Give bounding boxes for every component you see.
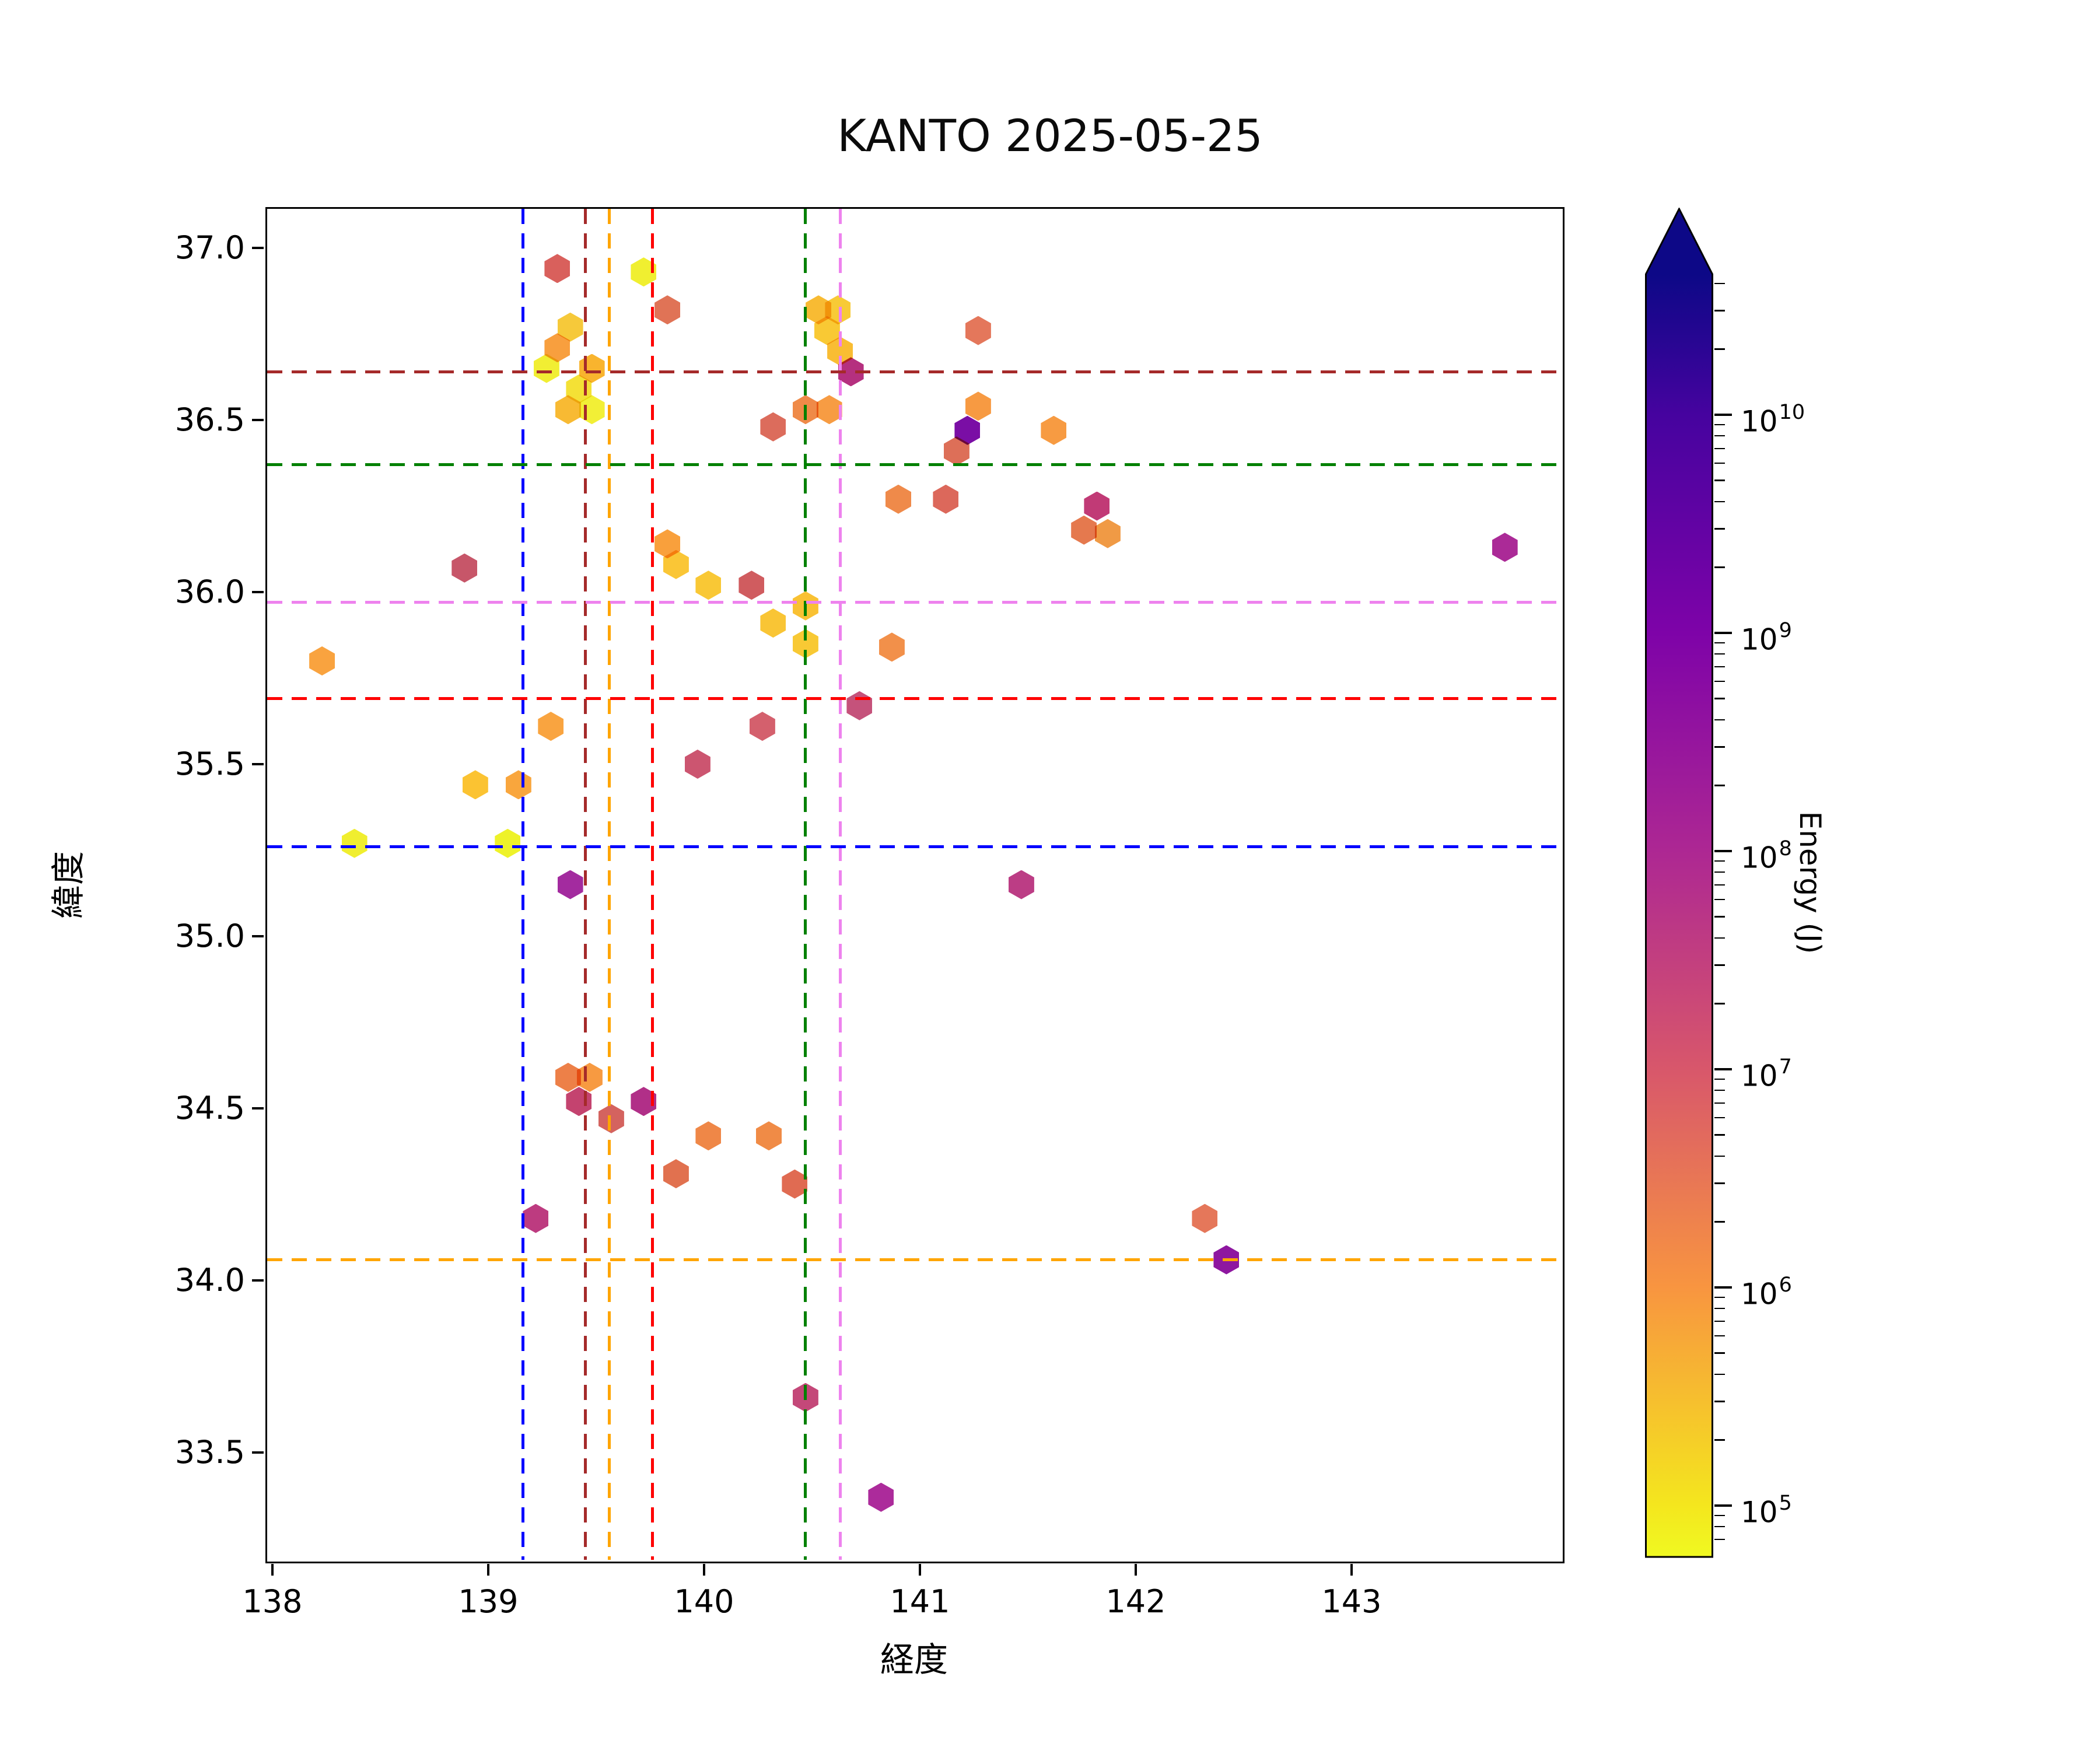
colorbar-minor-tick <box>1714 964 1725 966</box>
x-axis-tick-label: 141 <box>890 1583 950 1620</box>
colorbar-tick-label: 105 <box>1741 1492 1792 1530</box>
y-axis-tick-label: 36.0 <box>174 573 245 610</box>
colorbar-label: Energy (J) <box>1793 811 1827 954</box>
colorbar-minor-tick <box>1714 653 1725 655</box>
colorbar-minor-tick <box>1714 680 1725 682</box>
colorbar <box>1645 208 1713 1558</box>
colorbar-minor-tick <box>1714 1320 1725 1322</box>
colorbar-minor-tick <box>1714 1439 1725 1441</box>
x-axis-tick-label: 140 <box>674 1583 734 1620</box>
colorbar-tick-label: 109 <box>1741 619 1792 657</box>
plot-area <box>265 207 1564 1563</box>
colorbar-minor-tick <box>1714 1102 1725 1104</box>
colorbar-major-tick <box>1714 414 1732 416</box>
x-axis-tick <box>1135 1564 1137 1576</box>
colorbar-minor-tick <box>1714 1182 1725 1184</box>
colorbar-minor-tick <box>1714 1373 1725 1376</box>
colorbar-minor-tick <box>1714 642 1725 644</box>
colorbar-minor-tick <box>1714 1307 1725 1310</box>
colorbar-minor-tick <box>1714 785 1725 786</box>
colorbar-minor-tick <box>1714 310 1725 312</box>
colorbar-minor-tick <box>1714 480 1725 481</box>
colorbar-minor-tick <box>1714 501 1725 503</box>
colorbar-minor-tick <box>1714 528 1725 530</box>
y-axis-tick <box>252 763 264 765</box>
colorbar-tick-label: 107 <box>1741 1055 1792 1093</box>
colorbar-minor-tick <box>1714 698 1725 699</box>
x-axis-tick <box>1350 1564 1353 1576</box>
y-axis-tick-label: 35.0 <box>174 918 245 954</box>
y-axis-tick <box>252 1279 264 1282</box>
colorbar-minor-tick <box>1714 916 1725 918</box>
x-axis-tick-label: 139 <box>458 1583 519 1620</box>
colorbar-minor-tick <box>1714 898 1725 901</box>
colorbar-minor-tick <box>1714 1335 1725 1337</box>
y-axis-tick <box>252 247 264 249</box>
colorbar-minor-tick <box>1714 282 1725 285</box>
y-axis-tick <box>252 935 264 937</box>
colorbar-minor-tick <box>1714 1116 1725 1119</box>
x-axis-tick <box>271 1564 274 1576</box>
colorbar-tick-label: 106 <box>1741 1273 1792 1311</box>
x-axis-tick <box>703 1564 705 1576</box>
colorbar-minor-tick <box>1714 937 1725 939</box>
colorbar-minor-tick <box>1714 666 1725 668</box>
colorbar-major-tick <box>1714 632 1732 634</box>
colorbar-minor-tick <box>1714 1514 1725 1517</box>
colorbar-minor-tick <box>1714 746 1725 748</box>
colorbar-minor-tick <box>1714 447 1725 450</box>
colorbar-minor-tick <box>1714 1296 1725 1298</box>
colorbar-minor-tick <box>1714 719 1725 721</box>
y-axis-tick <box>252 1451 264 1454</box>
colorbar-minor-tick <box>1714 348 1725 350</box>
colorbar-bar <box>1645 208 1713 1558</box>
y-axis-tick-label: 37.0 <box>174 229 245 266</box>
colorbar-minor-tick <box>1714 1538 1725 1541</box>
colorbar-minor-tick <box>1714 1089 1725 1091</box>
colorbar-minor-tick <box>1714 860 1725 862</box>
x-axis-label: 経度 <box>880 1640 948 1679</box>
y-axis-tick <box>252 419 264 421</box>
y-axis-tick-label: 36.5 <box>174 401 245 438</box>
colorbar-minor-tick <box>1714 1221 1725 1223</box>
x-axis-tick-label: 138 <box>242 1583 303 1620</box>
x-axis-tick-label: 142 <box>1105 1583 1166 1620</box>
colorbar-minor-tick <box>1714 566 1725 568</box>
y-axis-tick-label: 34.0 <box>174 1262 245 1298</box>
colorbar-minor-tick <box>1714 462 1725 464</box>
colorbar-minor-tick <box>1714 1003 1725 1005</box>
y-axis-tick-label: 35.5 <box>174 746 245 782</box>
x-axis-tick-label: 143 <box>1321 1583 1382 1620</box>
colorbar-major-tick <box>1714 1286 1732 1289</box>
y-axis-tick-label: 33.5 <box>174 1434 245 1471</box>
colorbar-minor-tick <box>1714 1134 1725 1136</box>
colorbar-minor-tick <box>1714 435 1725 437</box>
x-axis-tick <box>919 1564 921 1576</box>
y-axis-tick-label: 34.5 <box>174 1090 245 1126</box>
colorbar-major-tick <box>1714 1504 1732 1507</box>
colorbar-minor-tick <box>1714 884 1725 886</box>
colorbar-major-tick <box>1714 1068 1732 1070</box>
x-axis-tick <box>487 1564 489 1576</box>
colorbar-minor-tick <box>1714 1078 1725 1080</box>
colorbar-minor-tick <box>1714 1155 1725 1157</box>
colorbar-minor-tick <box>1714 871 1725 873</box>
colorbar-major-tick <box>1714 850 1732 852</box>
colorbar-minor-tick <box>1714 1525 1725 1528</box>
colorbar-minor-tick <box>1714 1352 1725 1354</box>
colorbar-minor-tick <box>1714 1401 1725 1402</box>
colorbar-tick-label: 1010 <box>1741 401 1805 439</box>
colorbar-tick-label: 108 <box>1741 837 1792 875</box>
chart-title: KANTO 2025-05-25 <box>837 110 1263 162</box>
colorbar-minor-tick <box>1714 424 1725 426</box>
y-axis-label: 緯度 <box>48 850 88 919</box>
y-axis-tick <box>252 591 264 593</box>
y-axis-tick <box>252 1107 264 1110</box>
